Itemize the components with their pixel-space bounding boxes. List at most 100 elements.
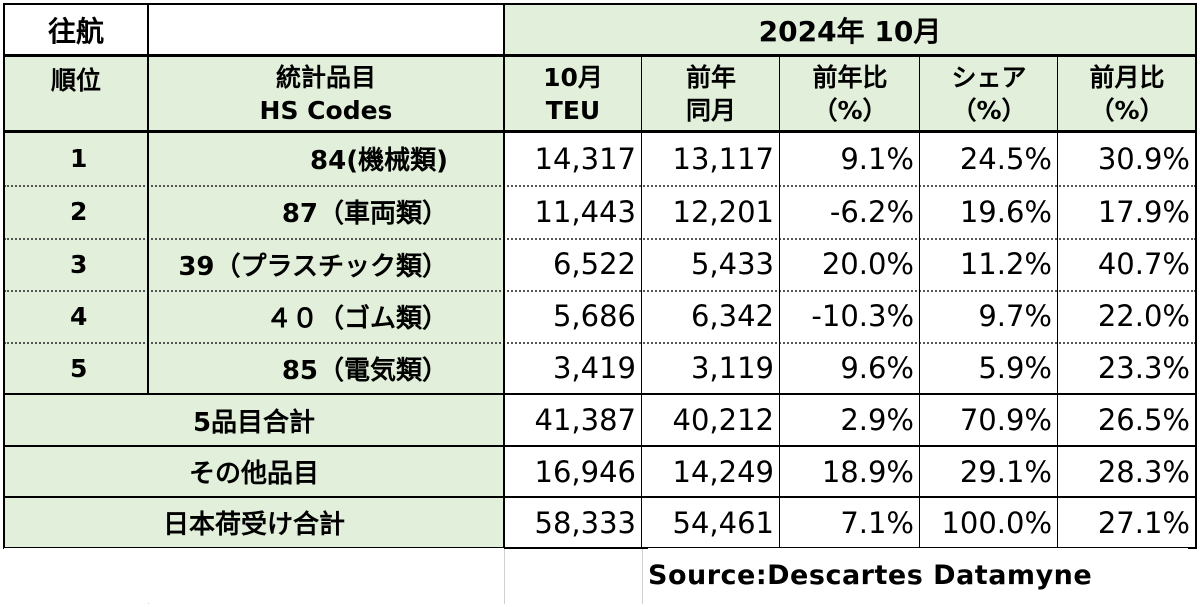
yoy-cell: -6.2% bbox=[780, 185, 920, 238]
border-col1 bbox=[147, 3, 149, 395]
header-prev-line1: 前年 bbox=[685, 63, 736, 92]
footer-gridline bbox=[504, 549, 505, 604]
prev-cell: 12,201 bbox=[642, 185, 780, 238]
prev-cell: 3,119 bbox=[642, 342, 780, 394]
row-separator bbox=[4, 342, 1196, 344]
border-grand-bottom bbox=[3, 547, 1197, 549]
border-subtotal-top bbox=[3, 393, 1197, 395]
header-yoy: 前年比 （%） bbox=[780, 56, 920, 132]
total-yoy-cell: 7.1% bbox=[780, 497, 920, 548]
yoy-cell: 9.6% bbox=[780, 342, 920, 394]
teu-cell: 5,686 bbox=[504, 290, 642, 342]
header-teu-line2: TEU bbox=[545, 96, 601, 125]
header-mom-line2: （%） bbox=[1089, 96, 1165, 125]
footer-blank-1 bbox=[4, 548, 148, 603]
teu-cell: 3,419 bbox=[504, 342, 642, 394]
border-grand-top bbox=[3, 496, 1197, 498]
row-separator bbox=[4, 290, 1196, 292]
yoy-cell: -10.3% bbox=[780, 290, 920, 342]
row-separator bbox=[4, 238, 1196, 240]
item-cell: 84(機械類) bbox=[148, 132, 504, 185]
mom-cell: 17.9% bbox=[1058, 185, 1196, 238]
border-col bbox=[641, 56, 642, 548]
mom-cell: 23.3% bbox=[1058, 342, 1196, 394]
share-cell: 19.6% bbox=[920, 185, 1058, 238]
yoy-cell: 9.1% bbox=[780, 132, 920, 185]
share-cell: 9.7% bbox=[920, 290, 1058, 342]
footer-blank-2 bbox=[148, 548, 504, 603]
period-header: 2024年 10月 bbox=[504, 4, 1196, 56]
teu-cell: 14,317 bbox=[504, 132, 642, 185]
prev-cell: 5,433 bbox=[642, 238, 780, 290]
row-separator bbox=[4, 185, 1196, 187]
header-teu-line1: 10月 bbox=[543, 63, 603, 92]
teu-cell: 6,522 bbox=[504, 238, 642, 290]
total-yoy-cell: 2.9% bbox=[780, 394, 920, 446]
item-cell: 39（プラスチック類） bbox=[148, 238, 504, 290]
share-cell: 11.2% bbox=[920, 238, 1058, 290]
border-header-bottom bbox=[3, 130, 1197, 133]
corner-label: 往航 bbox=[4, 4, 148, 56]
total-prev-cell: 40,212 bbox=[642, 394, 780, 446]
header-prev-line2: 同月 bbox=[685, 96, 736, 125]
rank-cell: 2 bbox=[4, 185, 148, 238]
header-mom: 前月比 （%） bbox=[1058, 56, 1196, 132]
border-col bbox=[1057, 56, 1058, 548]
header-item-line2: HS Codes bbox=[259, 96, 393, 125]
share-cell: 24.5% bbox=[920, 132, 1058, 185]
border-col bbox=[779, 56, 780, 548]
border-top bbox=[3, 3, 1197, 5]
header-share: シェア （%） bbox=[920, 56, 1058, 132]
total-teu-cell: 58,333 bbox=[504, 497, 642, 548]
total-teu-cell: 16,946 bbox=[504, 446, 642, 497]
border-title-bottom bbox=[3, 54, 1197, 57]
share-cell: 5.9% bbox=[920, 342, 1058, 394]
header-mom-line1: 前月比 bbox=[1089, 63, 1165, 92]
item-cell: 85（電気類） bbox=[148, 342, 504, 394]
total-mom-cell: 28.3% bbox=[1058, 446, 1196, 497]
total-share-cell: 29.1% bbox=[920, 446, 1058, 497]
prev-cell: 6,342 bbox=[642, 290, 780, 342]
item-cell: 87（車両類） bbox=[148, 185, 504, 238]
total-yoy-cell: 18.9% bbox=[780, 446, 920, 497]
border-col bbox=[919, 56, 920, 548]
border-left bbox=[3, 3, 5, 549]
mom-cell: 22.0% bbox=[1058, 290, 1196, 342]
border-other-top bbox=[3, 445, 1197, 447]
total-prev-cell: 54,461 bbox=[642, 497, 780, 548]
header-yoy-line1: 前年比 bbox=[812, 63, 888, 92]
prev-cell: 13,117 bbox=[642, 132, 780, 185]
total-mom-cell: 27.1% bbox=[1058, 497, 1196, 548]
total-teu-cell: 41,387 bbox=[504, 394, 642, 446]
total-label-cell: その他品目 bbox=[4, 446, 504, 497]
header-item-line1: 統計品目 bbox=[275, 63, 376, 92]
rank-cell: 1 bbox=[4, 132, 148, 185]
border-col2 bbox=[503, 3, 505, 549]
rank-cell: 4 bbox=[4, 290, 148, 342]
total-label-cell: 5品目合計 bbox=[4, 394, 504, 446]
teu-cell: 11,443 bbox=[504, 185, 642, 238]
yoy-cell: 20.0% bbox=[780, 238, 920, 290]
total-share-cell: 100.0% bbox=[920, 497, 1058, 548]
total-label-cell: 日本荷受け合計 bbox=[4, 497, 504, 548]
mom-cell: 30.9% bbox=[1058, 132, 1196, 185]
rank-cell: 5 bbox=[4, 342, 148, 394]
border-right bbox=[1195, 3, 1197, 549]
header-share-line2: （%） bbox=[951, 96, 1027, 125]
header-yoy-line2: （%） bbox=[812, 96, 888, 125]
header-item: 統計品目 HS Codes bbox=[148, 56, 504, 132]
item-cell: ４０（ゴム類） bbox=[148, 290, 504, 342]
header-rank: 順位 bbox=[4, 56, 148, 132]
header-share-line1: シェア bbox=[951, 63, 1027, 92]
header-prev: 前年 同月 bbox=[642, 56, 780, 132]
footer-gridline bbox=[642, 549, 643, 604]
total-mom-cell: 26.5% bbox=[1058, 394, 1196, 446]
mom-cell: 40.7% bbox=[1058, 238, 1196, 290]
rank-cell: 3 bbox=[4, 238, 148, 290]
header-rank-label: 順位 bbox=[50, 66, 101, 95]
total-prev-cell: 14,249 bbox=[642, 446, 780, 497]
title-blank bbox=[148, 4, 504, 56]
header-teu: 10月 TEU bbox=[504, 56, 642, 132]
source-note: Source:Descartes Datamyne bbox=[648, 548, 1188, 603]
total-share-cell: 70.9% bbox=[920, 394, 1058, 446]
